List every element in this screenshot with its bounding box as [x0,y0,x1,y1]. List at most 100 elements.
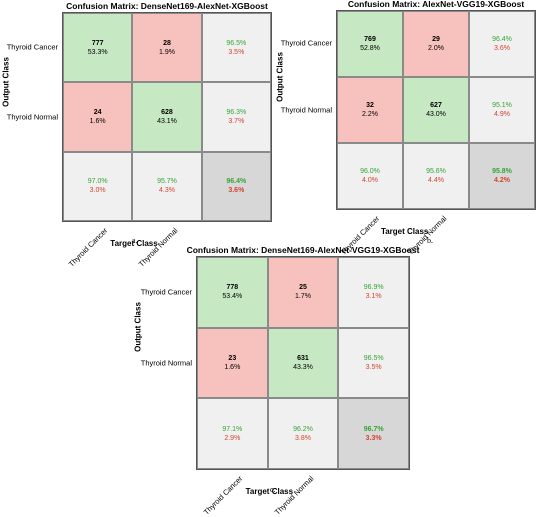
cell-percent: 43.3% [293,363,313,371]
cell-percent: 1.6% [224,363,241,371]
cell-percent: 1.7% [295,293,311,301]
error-percent: 3.7% [228,117,245,125]
error-percent: 4.9% [494,111,510,118]
column-class-label: Thyroid Cancer [66,226,110,269]
correct-cell: 777 53.3% [63,13,133,83]
misclassified-cell: 29 2.0% [403,11,469,77]
cell-count: 29 [432,36,440,43]
accuracy-percent: 96.5% [363,354,384,362]
error-percent: 4.2% [494,177,510,184]
error-percent: 3.3% [365,434,382,442]
row-summary-cell: 96.5% 3.5% [201,13,271,83]
correct-cell: 627 43.0% [403,77,469,143]
cell-percent: 2.0% [428,45,444,52]
column-summary-cell: 95.6% 4.4% [403,143,469,209]
error-percent: 4.4% [428,177,444,184]
cell-count: 28 [163,39,171,47]
correct-cell: 631 43.3% [267,327,339,399]
panel-label: b. [427,236,433,245]
cell-count: 24 [93,108,102,116]
cell-count: 23 [228,354,237,362]
cell-percent: 1.6% [89,117,106,125]
cell-count: 631 [297,354,309,362]
accuracy-percent: 95.7% [157,178,177,186]
confusion-grid: 778 53.4% 25 1.7% 96.9% 3.1% 23 1.6% 631 43.3% 96.… [196,256,410,470]
chart-title: Confusion Matrix: DenseNet169-AlexNet-VG… [186,245,420,255]
cell-count: 25 [299,284,307,292]
error-percent: 3.8% [295,434,311,442]
accuracy-percent: 95.8% [492,168,512,175]
accuracy-percent: 96.4% [226,178,247,186]
cell-percent: 53.3% [87,48,108,56]
correct-cell: 778 53.4% [197,257,268,328]
x-axis-label: Target Class [245,487,294,496]
accuracy-percent: 96.3% [226,108,247,116]
row-summary-cell: 96.9% 3.1% [338,257,409,328]
overall-accuracy-cell: 96.7% 3.3% [338,398,409,469]
chart-title: Confusion Matrix: DenseNet169-AlexNet-XG… [66,1,268,11]
error-percent: 4.3% [159,187,175,195]
error-percent: 2.9% [224,434,241,442]
error-percent: 3.6% [228,187,245,195]
accuracy-percent: 96.2% [293,425,313,433]
row-class-label: Thyroid Normal [140,358,192,368]
accuracy-percent: 96.7% [363,425,384,433]
cell-percent: 43.0% [426,111,446,118]
misclassified-cell: 28 1.9% [132,13,202,83]
column-class-label: Thyroid Cancer [201,474,245,517]
correct-cell: 769 52.8% [337,11,403,77]
panel-label: c. [270,485,276,494]
misclassified-cell: 24 1.6% [63,82,133,152]
accuracy-percent: 97.0% [87,178,108,186]
accuracy-percent: 96.9% [363,284,384,292]
row-class-label: Thyroid Normal [280,105,332,115]
cell-percent: 43.1% [157,117,177,125]
row-summary-cell: 96.5% 3.5% [338,327,409,399]
cell-count: 778 [226,284,239,292]
row-class-label: Thyroid Cancer [140,287,192,297]
confusion-grid: 769 52.8% 29 2.0% 96.4% 3.6% 32 2.2% 627 43.0% 95.… [336,10,536,210]
cell-percent: 53.4% [222,293,243,301]
cell-percent: 1.9% [159,48,175,56]
accuracy-percent: 96.0% [360,168,380,175]
row-summary-cell: 96.4% 3.6% [469,11,535,77]
cell-percent: 2.2% [362,111,378,118]
cell-count: 769 [364,36,376,43]
y-axis-label: Output Class [133,302,143,353]
column-summary-cell: 97.1% 2.9% [197,398,268,469]
cell-percent: 52.8% [360,45,380,52]
row-class-label: Thyroid Normal [6,112,58,122]
row-class-label: Thyroid Cancer [280,38,332,48]
x-axis-label: Target Class [110,239,158,248]
chart-title: Confusion Matrix: AlexNet-VGG19-XGBoost [347,0,525,9]
error-percent: 4.0% [362,177,378,184]
error-percent: 3.6% [494,45,510,52]
column-summary-cell: 96.0% 4.0% [337,143,403,209]
overall-accuracy-cell: 95.8% 4.2% [469,143,535,209]
cell-count: 628 [161,108,173,116]
y-axis-label: Output Class [275,51,285,102]
misclassified-cell: 32 2.2% [337,77,403,143]
error-percent: 3.1% [365,293,382,301]
row-summary-cell: 95.1% 4.9% [469,77,535,143]
cell-count: 627 [430,102,442,109]
x-axis-label: Target Class [380,227,429,236]
panel-label: a. [132,236,138,245]
accuracy-percent: 95.6% [426,168,446,175]
correct-cell: 628 43.1% [132,82,202,152]
row-summary-cell: 96.3% 3.7% [201,82,271,152]
accuracy-percent: 95.1% [492,102,512,109]
column-summary-cell: 96.2% 3.8% [267,398,339,469]
column-summary-cell: 97.0% 3.0% [63,151,133,221]
y-axis-label: Output Class [1,57,11,107]
misclassified-cell: 25 1.7% [267,257,339,328]
misclassified-cell: 23 1.6% [197,327,268,399]
cell-count: 777 [91,39,104,47]
error-percent: 3.0% [89,187,106,195]
accuracy-percent: 97.1% [222,425,243,433]
row-class-label: Thyroid Cancer [6,42,58,52]
error-percent: 3.5% [365,363,382,371]
column-summary-cell: 95.7% 4.3% [132,151,202,221]
accuracy-percent: 96.4% [492,36,512,43]
error-percent: 3.5% [228,48,245,56]
